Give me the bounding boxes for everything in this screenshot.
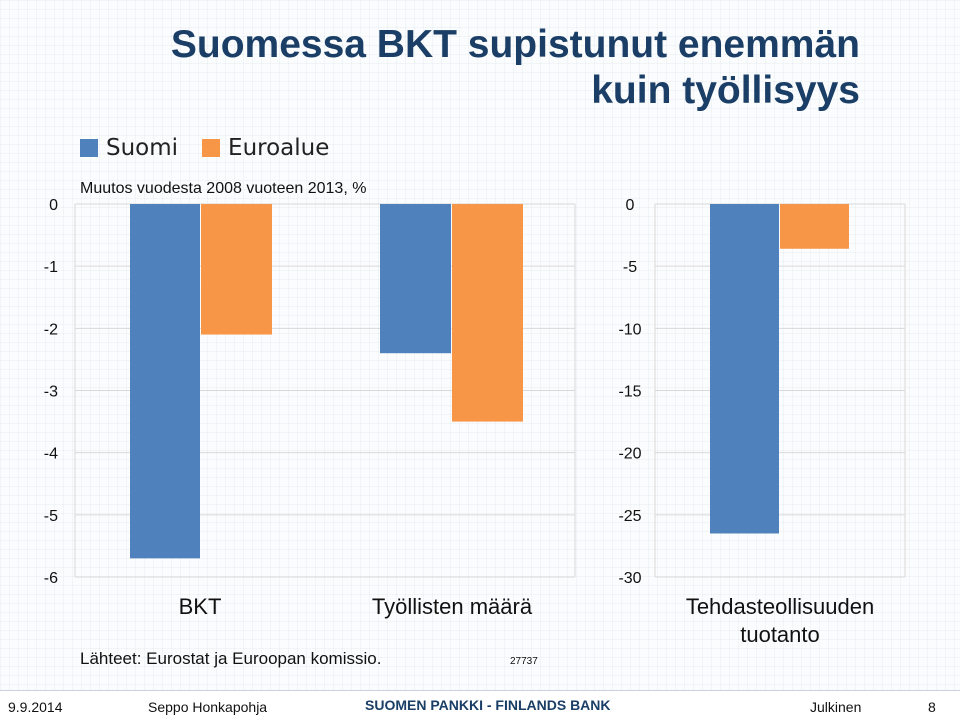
- category-label: BKT: [179, 594, 222, 619]
- legend-swatch-euroalue: [202, 139, 221, 157]
- category-label: Työllisten määrä: [372, 594, 533, 619]
- bar-euroalue-0-0: [201, 204, 272, 335]
- y-tick-label: -6: [44, 570, 58, 587]
- y-tick-label: -3: [44, 384, 58, 401]
- footer-author: Seppo Honkapohja: [148, 699, 268, 715]
- title-line-2: kuin työllisyys: [591, 69, 860, 112]
- slide-footer: 9.9.2014 Seppo Honkapohja SUOMEN PANKKI …: [0, 690, 960, 718]
- chart-subtitle: Muutos vuodesta 2008 vuoteen 2013, %: [80, 180, 367, 197]
- title-line-1: Suomessa BKT supistunut enemmän: [170, 23, 860, 66]
- y-tick-label: -20: [618, 446, 641, 463]
- bar-suomi-0-0: [130, 204, 200, 559]
- bar-euroalue-0-1: [452, 204, 523, 422]
- y-tick-label: -5: [623, 259, 637, 276]
- y-tick-label: -30: [618, 570, 641, 587]
- y-tick-label: 0: [49, 197, 58, 214]
- footer-date: 9.9.2014: [8, 699, 63, 715]
- bar-suomi-1-0: [710, 204, 779, 534]
- bar-suomi-0-1: [380, 204, 451, 354]
- y-tick-label: -15: [618, 384, 641, 401]
- legend-label-suomi: Suomi: [106, 135, 179, 161]
- slide-title: Suomessa BKT supistunut enemmän kuin työ…: [171, 22, 860, 114]
- chart-code: 27737: [510, 656, 538, 667]
- legend-item-euroalue: Euroalue: [202, 135, 329, 161]
- footer-bank: SUOMEN PANKKI - FINLANDS BANK: [365, 697, 611, 713]
- legend: Suomi Euroalue: [80, 135, 353, 161]
- category-label: Tehdasteollisuuden: [686, 594, 874, 619]
- legend-item-suomi: Suomi: [80, 135, 178, 161]
- bar-euroalue-1-0: [780, 204, 849, 249]
- y-tick-label: -4: [44, 446, 58, 463]
- legend-swatch-suomi: [80, 139, 98, 157]
- y-tick-label: -10: [618, 321, 641, 338]
- legend-label-euroalue: Euroalue: [228, 135, 330, 161]
- y-tick-label: -1: [44, 259, 58, 276]
- y-tick-label: -5: [44, 508, 58, 525]
- y-tick-label: -2: [44, 321, 58, 338]
- category-label: tuotanto: [740, 622, 820, 647]
- source-note: Lähteet: Eurostat ja Euroopan komissio.: [80, 649, 382, 668]
- bar-chart: 0 -1 -2 -3 -4 -5 -6 BKT Työllisten määrä 0 -5 -10 -1…: [44, 197, 906, 647]
- y-tick-label: 0: [626, 197, 635, 214]
- footer-page-number: 8: [928, 699, 936, 715]
- y-tick-label: -25: [618, 508, 641, 525]
- footer-classification: Julkinen: [810, 699, 862, 715]
